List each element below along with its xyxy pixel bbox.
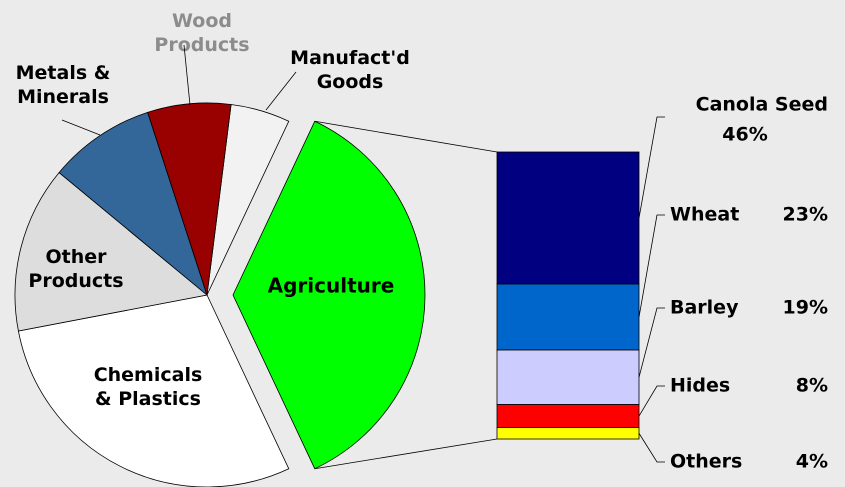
- bar-label: Hides: [670, 375, 730, 397]
- pie-slice: [147, 102, 232, 296]
- connector-line: [314, 438, 498, 470]
- bar-label: Others: [670, 451, 742, 473]
- bar-segment: [496, 404, 640, 428]
- bar-value-label: 8%: [796, 375, 828, 397]
- pie-label: Chemicals & Plastics: [94, 364, 203, 410]
- pie-label: Metals & Minerals: [16, 62, 111, 108]
- pie-slice: [14, 172, 208, 332]
- leader-line: [638, 116, 665, 219]
- pie-label: Wood Products: [154, 10, 249, 56]
- bar-segment: [496, 427, 640, 440]
- pie-label: Manufact'd Goods: [290, 47, 410, 93]
- bar-label: Canola Seed: [696, 94, 828, 116]
- connector-line: [314, 120, 498, 153]
- leader-line: [638, 433, 665, 463]
- pie-slice: [17, 294, 290, 487]
- bar-segment: [496, 349, 640, 405]
- leader-line: [638, 385, 665, 417]
- bar-segment: [496, 151, 640, 285]
- leader-line: [183, 44, 191, 106]
- leader-line: [265, 71, 297, 111]
- bar-value-label: 46%: [722, 124, 767, 146]
- leader-line: [638, 214, 665, 318]
- leader-line: [638, 307, 665, 378]
- pie-slice: [232, 120, 426, 470]
- bar-label: Barley: [670, 297, 739, 319]
- bar-value-label: 4%: [796, 451, 828, 473]
- pie-label: Other Products: [28, 246, 123, 292]
- bar-value-label: 19%: [783, 297, 828, 319]
- bar-label: Wheat: [670, 204, 739, 226]
- bar-segment: [496, 283, 640, 351]
- pie-slice: [58, 111, 208, 297]
- bar-value-label: 23%: [783, 204, 828, 226]
- pie-label: Agriculture: [268, 274, 395, 298]
- leader-line: [61, 119, 101, 136]
